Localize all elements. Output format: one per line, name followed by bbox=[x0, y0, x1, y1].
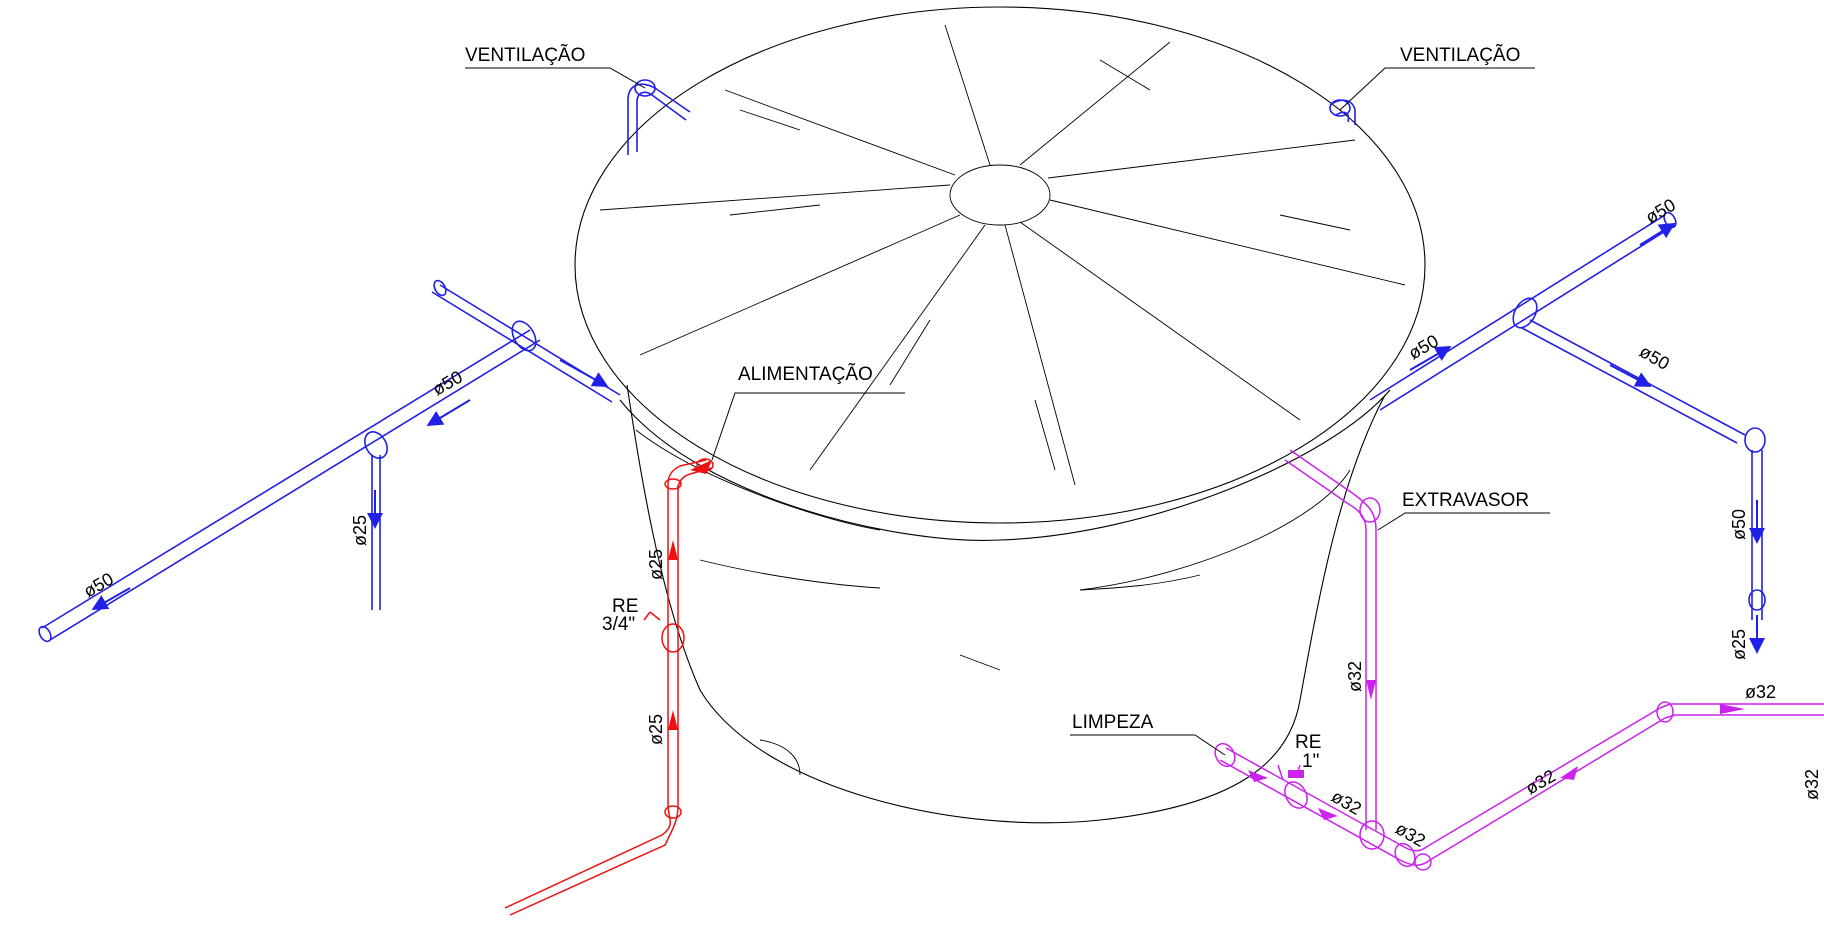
dim-clean-top: ø32 bbox=[1745, 682, 1776, 702]
feed-flow-arrows bbox=[668, 460, 712, 730]
dim-clean-horizontal-a: ø32 bbox=[1328, 786, 1365, 819]
dim-clean-far-right: ø32 bbox=[1802, 769, 1822, 800]
label-re-feed-2: 3/4" bbox=[602, 614, 635, 635]
dim-feed-upper: ø25 bbox=[646, 549, 666, 580]
label-ventilacao-left: VENTILAÇÃO bbox=[465, 44, 585, 66]
label-limpeza: LIMPEZA bbox=[1072, 712, 1154, 733]
dim-left-main-upper: ø50 bbox=[429, 367, 466, 400]
overflow-cleaning-flow-arrows bbox=[1248, 680, 1745, 820]
ventilation-piping bbox=[41, 83, 1763, 641]
ventilation-flow-arrows bbox=[91, 222, 1765, 654]
label-leaders bbox=[465, 67, 1550, 756]
tank bbox=[574, 6, 1426, 824]
dim-clean-diagonal: ø32 bbox=[1522, 766, 1559, 799]
label-re-feed-1: RE bbox=[612, 596, 638, 617]
dim-right-down: ø50 bbox=[1729, 509, 1749, 540]
label-re-clean-1: RE bbox=[1295, 732, 1321, 753]
feed-piping bbox=[504, 459, 713, 916]
dim-overflow-down: ø32 bbox=[1345, 661, 1365, 692]
overflow-cleaning-valve bbox=[1288, 770, 1304, 778]
overflow-cleaning-piping bbox=[1219, 449, 1824, 866]
label-ventilacao-right: VENTILAÇÃO bbox=[1400, 44, 1520, 66]
dim-left-drop: ø25 bbox=[350, 515, 370, 546]
dim-right-branch: ø50 bbox=[1636, 341, 1673, 374]
dim-feed-lower: ø25 bbox=[646, 714, 666, 745]
dim-right-drop: ø25 bbox=[1729, 629, 1749, 660]
ventilation-fittings bbox=[38, 79, 1766, 643]
label-extravasor: EXTRAVASOR bbox=[1402, 490, 1529, 511]
overflow-cleaning-fittings bbox=[1214, 497, 1674, 871]
dim-right-to-end: ø50 bbox=[1642, 195, 1679, 228]
label-alimentacao: ALIMENTAÇÃO bbox=[738, 363, 873, 385]
dim-left-main-lower: ø50 bbox=[80, 569, 117, 602]
label-re-clean-2: 1" bbox=[1302, 751, 1319, 772]
